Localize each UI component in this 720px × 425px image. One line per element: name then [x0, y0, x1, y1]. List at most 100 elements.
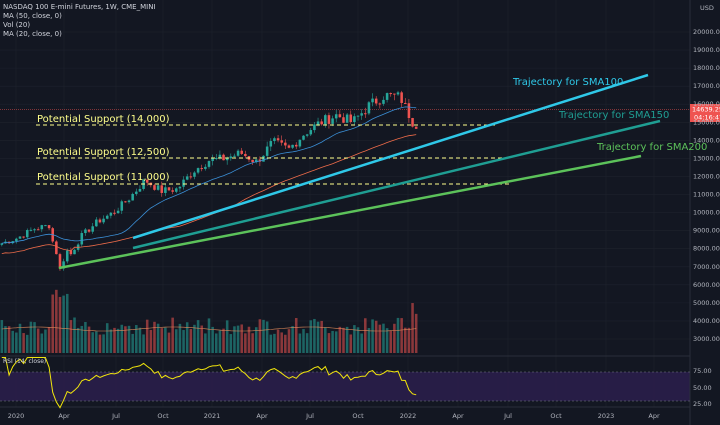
- support-label-11000: Potential Support (11,000): [37, 172, 170, 183]
- volume-bar: [84, 322, 87, 353]
- volume-bar: [345, 326, 349, 353]
- volume-bar: [316, 321, 320, 353]
- price-tag-value: 14639.25: [692, 106, 720, 114]
- candle-body: [262, 155, 265, 162]
- volume-bar: [131, 333, 134, 353]
- volume-bar: [102, 334, 105, 353]
- volume-bar: [0, 320, 4, 353]
- volume-bar: [320, 320, 323, 353]
- volume-bar: [353, 325, 356, 353]
- volume-bar: [175, 329, 178, 353]
- volume-bar: [349, 334, 353, 353]
- volume-bar: [414, 313, 418, 353]
- indicator-ma20-label[interactable]: MA (20, close, 0): [3, 30, 62, 38]
- volume-bar: [389, 330, 393, 353]
- candle-body: [182, 179, 185, 187]
- volume-bar: [98, 334, 102, 353]
- volume-ma-line: [1, 326, 417, 332]
- candle-body: [120, 201, 124, 211]
- candle-body: [33, 229, 36, 231]
- volume-bar: [185, 322, 189, 353]
- volume-bar: [214, 333, 218, 353]
- price-tick-label: 4000.00: [693, 317, 720, 325]
- candle-body: [389, 93, 393, 95]
- candle-body: [385, 93, 389, 100]
- volume-bar: [58, 296, 62, 353]
- volume-bar: [258, 319, 262, 353]
- candle-body: [91, 226, 94, 232]
- volume-bar: [4, 326, 7, 353]
- trajectory-sma150-line[interactable]: [132, 119, 661, 250]
- candle-body: [65, 250, 69, 262]
- candle-body: [338, 114, 342, 118]
- volume-bar: [276, 329, 280, 353]
- volume-bar: [120, 324, 124, 353]
- candle-body: [29, 229, 33, 231]
- volume-bar: [135, 325, 138, 353]
- price-tick-label: 20000.00: [693, 28, 720, 36]
- candles: [0, 90, 418, 271]
- trajectory-sma100-line[interactable]: [132, 73, 649, 240]
- candle-body: [324, 115, 327, 125]
- volume-bar: [25, 334, 29, 353]
- candle-body: [400, 92, 403, 103]
- candle-body: [84, 229, 87, 234]
- volume-bar: [204, 333, 207, 353]
- volume-bar: [95, 331, 98, 353]
- volume-bar: [407, 327, 411, 353]
- price-tick-label: 12000.00: [693, 172, 720, 180]
- volume-bar: [273, 333, 276, 353]
- candle-body: [222, 154, 225, 161]
- trajectory-sma200-line[interactable]: [58, 154, 642, 270]
- candle-body: [69, 250, 73, 255]
- volume-bar: [411, 303, 414, 353]
- candle-body: [73, 249, 76, 255]
- volume-bar: [247, 326, 251, 353]
- volume-bar: [196, 320, 200, 353]
- candle-body: [55, 241, 58, 255]
- volume-bar: [11, 330, 14, 353]
- indicator-ma50-label[interactable]: MA (50, close, 0): [3, 12, 62, 20]
- candle-body: [349, 114, 353, 123]
- candle-body: [294, 144, 298, 147]
- volume-bar: [91, 332, 94, 353]
- volume-bar: [76, 327, 80, 353]
- indicator-vol-label[interactable]: Vol (20): [3, 21, 31, 29]
- price-tag: [690, 104, 720, 122]
- candle-body: [334, 114, 338, 119]
- price-axis[interactable]: 20000.00 19000.00 18000.00 17000.00 16000.00…: [693, 28, 720, 343]
- volume-bar: [367, 328, 371, 353]
- candle-body: [80, 233, 84, 245]
- candle-body: [364, 113, 367, 115]
- candle-body: [98, 219, 102, 223]
- candle-body: [40, 225, 44, 230]
- support-label-12500: Potential Support (12,500): [37, 147, 170, 158]
- candle-body: [345, 114, 349, 123]
- volume-bar: [62, 295, 65, 353]
- price-tag-countdown: 04:16:47: [694, 114, 720, 122]
- volume-bar: [160, 328, 164, 353]
- volume-bar: [7, 326, 11, 353]
- candle-body: [276, 138, 280, 141]
- rsi-axis: 75.00 50.00 25.00: [693, 367, 712, 408]
- candle-body: [160, 185, 164, 193]
- volume-bar: [334, 331, 338, 353]
- price-tick-label: 13000.00: [693, 154, 720, 162]
- indicator-rsi-label[interactable]: RSI (14, close): [3, 358, 47, 365]
- volume-bar: [400, 318, 403, 353]
- candle-body: [393, 93, 396, 95]
- volume-bar: [382, 323, 385, 353]
- price-tick-label: 19000.00: [693, 46, 720, 54]
- time-axis[interactable]: 2020 Apr Jul Oct 2021 Apr Jul Oct 2022 Apr Jul Oct 2…: [8, 412, 660, 420]
- chart-symbol-title[interactable]: NASDAQ 100 E-mini Futures, 1W, CME_MINI: [3, 3, 156, 11]
- volume-bar: [207, 318, 211, 353]
- candle-body: [116, 210, 120, 214]
- candle-body: [200, 168, 204, 170]
- ma20-line: [1, 106, 417, 244]
- volume-bar: [356, 327, 360, 353]
- candle-body: [396, 92, 400, 95]
- volume-bar: [69, 320, 73, 353]
- candle-body: [127, 200, 131, 203]
- volume-bar: [294, 318, 298, 353]
